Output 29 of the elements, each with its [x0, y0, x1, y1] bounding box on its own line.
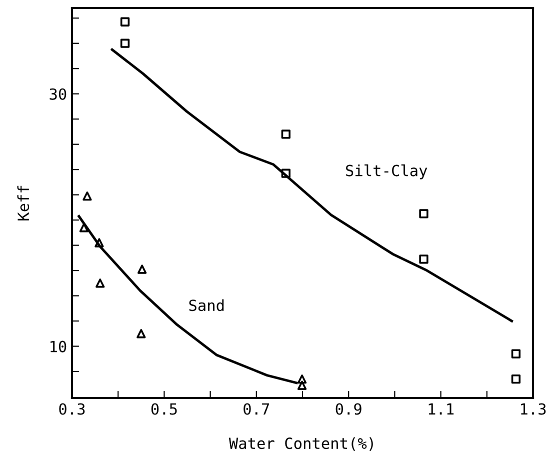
point	[281, 130, 290, 139]
point	[79, 223, 89, 232]
y-tick-label: 10	[50, 340, 66, 352]
x-tick-label: 0.5	[151, 403, 177, 415]
x-tick-label: 0.3	[59, 403, 85, 415]
x-axis-title: Water Content(%)	[228, 437, 373, 451]
x-tick-label: 1.3	[521, 403, 546, 415]
point	[137, 264, 147, 274]
text: Silt-Clay	[346, 164, 428, 180]
y-axis-title: Keff	[17, 186, 30, 220]
point	[82, 191, 92, 201]
point	[96, 278, 105, 288]
point	[297, 380, 307, 390]
point	[511, 374, 521, 384]
point	[120, 38, 130, 48]
point	[120, 17, 130, 26]
x-tick-label: 0.9	[336, 403, 362, 415]
point	[419, 254, 428, 264]
x-tick-label: 1.1	[428, 403, 454, 415]
point	[136, 329, 146, 338]
series-label: Sand	[189, 299, 224, 312]
point	[297, 374, 307, 384]
point	[419, 209, 428, 218]
point	[94, 238, 104, 248]
y-tick-label: 30	[50, 88, 66, 100]
point	[281, 168, 290, 178]
line-series	[110, 48, 514, 322]
point	[511, 349, 521, 358]
x-tick-label: 0.7	[244, 403, 270, 415]
